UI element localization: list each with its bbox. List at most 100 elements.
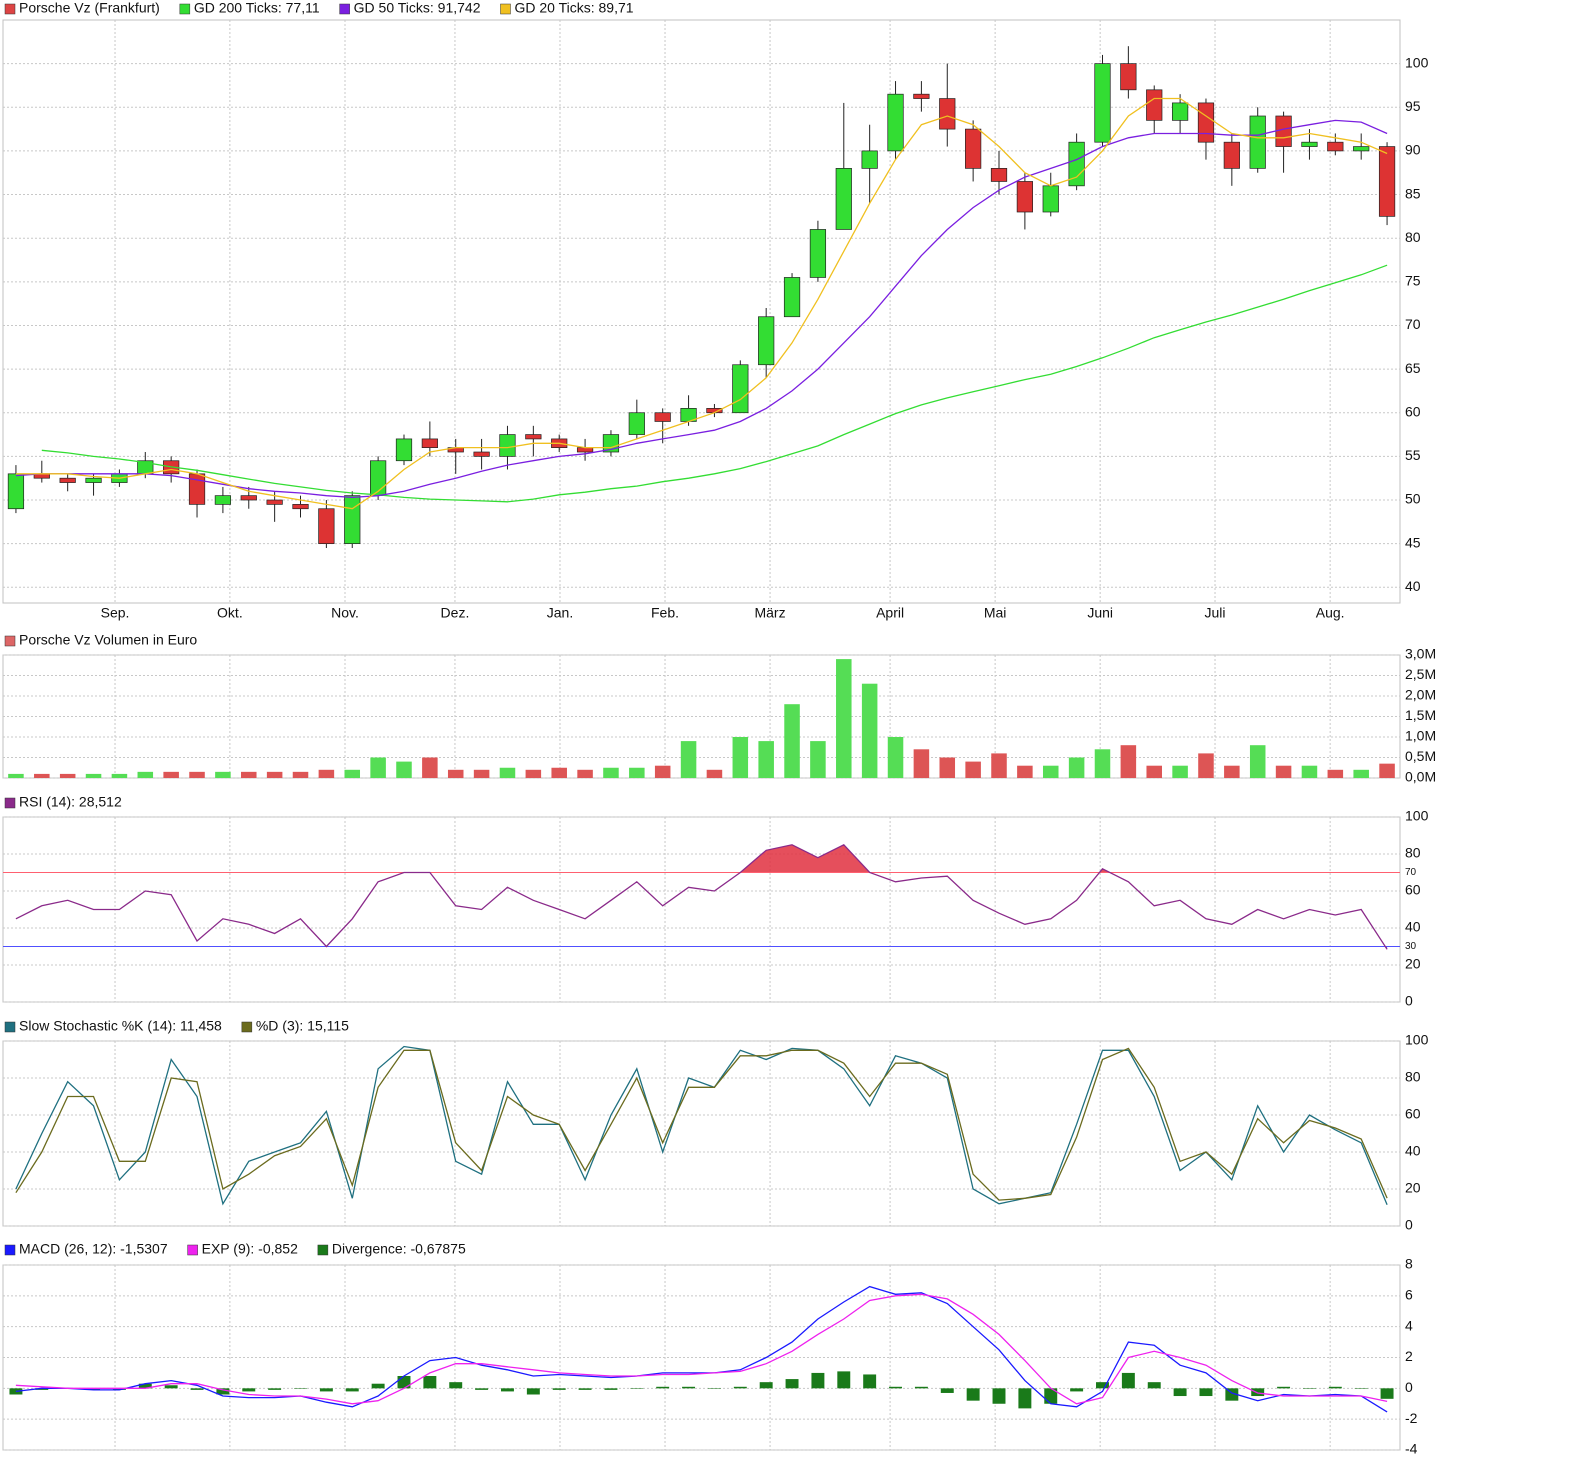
y-tick-label: 1,0M <box>1405 728 1436 744</box>
divergence-bar <box>475 1388 489 1390</box>
y-tick-label: -2 <box>1405 1410 1418 1426</box>
candle-body <box>758 316 775 366</box>
volume-bar <box>111 773 128 778</box>
threshold-label: 70 <box>1405 867 1417 878</box>
volume-bar <box>784 704 800 778</box>
candle-body <box>214 495 232 505</box>
legend-label: GD 20 Ticks: 89,71 <box>514 0 633 16</box>
candle-body <box>59 477 76 483</box>
divergence-bar <box>630 1388 644 1389</box>
candle-body <box>1223 141 1240 169</box>
candle-body <box>1094 63 1111 143</box>
y-tick-label: 45 <box>1405 534 1421 550</box>
divergence-bar <box>190 1388 204 1390</box>
divergence-bar <box>319 1388 333 1392</box>
divergence-bar <box>1354 1388 1368 1389</box>
y-tick-label: 1,5M <box>1405 707 1436 723</box>
volume-bar <box>1224 765 1240 778</box>
divergence-bar <box>682 1386 696 1389</box>
volume-bar <box>163 771 179 778</box>
legend-label: Porsche Vz Volumen in Euro <box>19 632 197 648</box>
volume-bar <box>603 767 619 778</box>
volume-bar <box>422 757 438 778</box>
divergence-bar <box>552 1388 566 1390</box>
divergence-bar <box>1302 1388 1316 1389</box>
divergence-bar <box>759 1382 773 1389</box>
volume-bar <box>189 771 205 778</box>
divergence-bar <box>526 1388 540 1395</box>
candle-body <box>1378 146 1396 217</box>
y-tick-label: 3,0M <box>1405 646 1436 662</box>
divergence-bar <box>1096 1382 1109 1389</box>
candle-body <box>1120 63 1137 91</box>
y-tick-label: 0,0M <box>1405 769 1436 785</box>
candle-body <box>318 508 335 545</box>
legend-swatch <box>339 3 350 15</box>
legend-label: %D (3): 15,115 <box>256 1018 349 1034</box>
legend-label: GD 50 Ticks: 91,742 <box>354 0 481 16</box>
legend-swatch <box>187 1244 198 1256</box>
volume-bar <box>1379 763 1395 778</box>
legend-label: Porsche Vz (Frankfurt) <box>19 0 160 16</box>
divergence-bar <box>733 1386 747 1389</box>
divergence-bar <box>112 1388 126 1390</box>
divergence-bar <box>1251 1388 1265 1397</box>
volume-bar <box>810 741 826 778</box>
indicator-line <box>15 844 1388 950</box>
legend-swatch <box>4 635 16 647</box>
candle-body <box>576 447 594 453</box>
panel-frame <box>2 816 1401 1003</box>
volume-bar <box>1094 749 1111 778</box>
legend-swatch <box>317 1244 329 1256</box>
volume-bar <box>732 737 749 778</box>
y-tick-label: 40 <box>1405 578 1421 594</box>
divergence-bar <box>449 1382 463 1389</box>
volume-bar <box>577 769 593 778</box>
volume-bar <box>1017 765 1033 778</box>
divergence-bar <box>992 1388 1006 1404</box>
candle-body <box>990 168 1008 182</box>
y-tick-label: 0 <box>1405 1217 1413 1233</box>
x-tick-label: Mai <box>984 605 1007 621</box>
x-tick-label: Juni <box>1087 605 1113 621</box>
volume-bar <box>965 761 981 778</box>
volume-bar <box>370 757 386 778</box>
divergence-bar <box>1121 1372 1135 1389</box>
volume-bar <box>680 741 697 778</box>
candle-body <box>732 364 749 414</box>
volume-bar <box>396 761 412 778</box>
x-tick-label: Juli <box>1205 605 1226 621</box>
y-tick-label: 2,5M <box>1405 666 1436 682</box>
candle-body <box>85 477 102 483</box>
threshold-fill <box>15 946 1388 950</box>
indicator-line <box>15 1047 1388 1201</box>
y-tick-label: 80 <box>1405 845 1421 861</box>
candle-body <box>1275 115 1292 147</box>
divergence-bar <box>138 1383 152 1389</box>
y-tick-label: 4 <box>1405 1317 1413 1333</box>
candle-body <box>266 499 283 505</box>
divergence-bar <box>811 1372 825 1389</box>
x-tick-label: Okt. <box>217 605 243 621</box>
y-tick-label: 100 <box>1405 54 1429 70</box>
volume-bar <box>215 771 231 778</box>
candle-body <box>1171 102 1189 121</box>
y-tick-label: 8 <box>1405 1256 1413 1272</box>
y-tick-label: 55 <box>1405 447 1421 463</box>
y-tick-label: 0,5M <box>1405 748 1436 764</box>
volume-bar <box>137 771 154 778</box>
y-tick-label: 75 <box>1405 273 1421 289</box>
volume-bar <box>939 757 956 778</box>
y-tick-label: 70 <box>1405 316 1421 332</box>
x-tick-label: Dez. <box>441 605 470 621</box>
volume-bar <box>318 769 335 778</box>
y-tick-label: 50 <box>1405 491 1421 507</box>
volume-bar <box>499 767 516 778</box>
divergence-bar <box>164 1385 178 1389</box>
volume-bar <box>913 749 930 778</box>
y-tick-label: 60 <box>1405 1106 1421 1122</box>
ma-line <box>15 119 1388 499</box>
x-tick-label: Nov. <box>331 605 359 621</box>
y-tick-label: 0 <box>1405 1379 1413 1395</box>
